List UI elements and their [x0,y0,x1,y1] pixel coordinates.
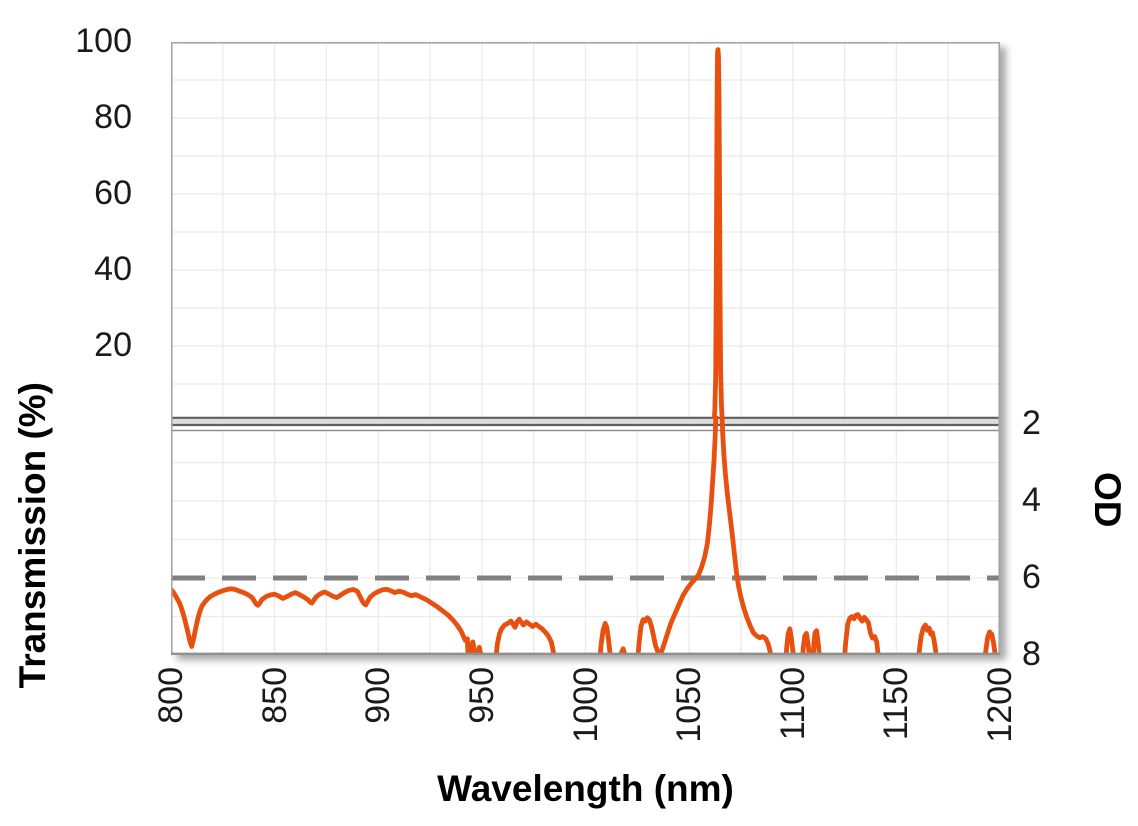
transmission-tick-label-40: 40 [94,250,132,288]
y-axis-title-transmission: Transmission (%) [12,382,53,689]
x-axis-title-wavelength: Wavelength (nm) [437,768,734,809]
wavelength-tick-label-1050: 1050 [670,667,709,743]
transmission-tick-label-80: 80 [94,98,132,136]
wavelength-tick-label-950: 950 [462,667,501,724]
wavelength-tick-label-1200: 1200 [981,667,1019,743]
wavelength-tick-label-900: 900 [359,667,398,724]
wavelength-tick-label-1100: 1100 [773,667,812,741]
wavelength-tick-label-1000: 1000 [566,667,605,743]
wavelength-tick-label-800: 800 [152,667,190,724]
wavelength-tick-label-1150: 1150 [877,667,916,741]
axis-break-gap [171,426,1000,430]
y-axis-title-od: OD [1087,472,1128,528]
transmission-peak-curve [711,47,725,419]
chart-plot-svg [171,42,1000,655]
gridlines [171,42,1000,655]
wavelength-tick-label-850: 850 [255,667,294,724]
transmission-tick-label-20: 20 [94,326,132,364]
axis-break-band [171,417,1000,425]
od-tick-label-2: 2 [1022,404,1041,442]
transmission-tick-label-60: 60 [94,174,132,212]
od-tick-label-4: 4 [1022,481,1041,519]
transmission-tick-label-100: 100 [75,22,132,60]
plot-area [171,42,1000,655]
od-tick-label-6: 6 [1022,558,1041,596]
od-tick-label-8: 8 [1022,635,1041,673]
od-blocking-curve [171,416,998,655]
